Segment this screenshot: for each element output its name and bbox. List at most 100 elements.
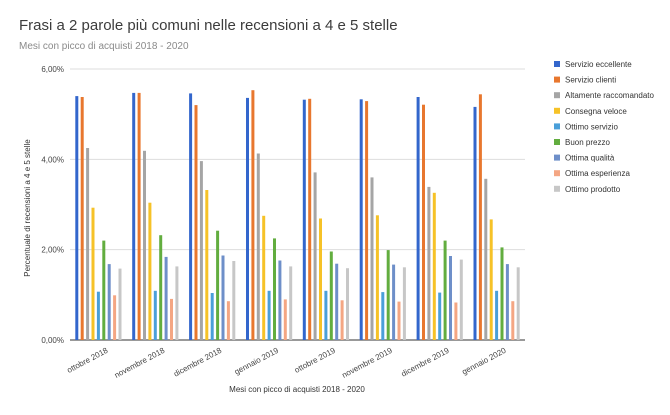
bar [505,264,509,340]
bar [86,148,90,340]
bar [137,92,141,341]
bar [159,235,163,340]
bar [381,292,385,340]
bar [427,186,431,340]
legend: Servizio eccellente Servizio clienti Altam… [554,60,654,194]
bar [194,105,198,340]
bar [495,290,499,340]
bar [402,267,406,340]
x-tick-label: ottobre 2018 [65,346,109,375]
bar [449,256,452,340]
bar [75,96,79,340]
bar [107,264,111,340]
legend-label: Ottima esperienza [565,169,630,178]
bar [262,215,266,340]
bar [484,178,488,340]
legend-label: Consegna veloce [565,107,627,116]
chart-title: Frasi a 2 parole più comuni nelle recens… [19,17,398,34]
bar [500,247,504,340]
x-tick-label: ottobre 2019 [293,346,337,375]
bar [221,255,225,340]
bar [443,240,447,340]
bar [511,301,515,340]
bar [340,300,344,340]
y-axis-ticks: 0,00% 2,00% 4,00% 6,00% [41,65,64,345]
bar [375,215,379,340]
bar [386,250,390,340]
bar [132,92,136,341]
legend-label: Altamente raccomandato [565,91,654,100]
bar [143,150,146,340]
bar [397,301,401,340]
bar [164,256,168,340]
bar [210,293,214,340]
bar [102,240,106,340]
bar [205,190,209,340]
legend-label: Ottimo prodotto [565,185,621,194]
y-axis-title: Percentuale di recensioni a 4 e 5 stelle [23,139,32,277]
bar [422,104,425,340]
bar [478,94,482,340]
x-axis-title: Mesi con picco di acquisti 2018 - 2020 [229,385,365,394]
y-tick-label: 0,00% [41,336,64,345]
bar [256,153,260,340]
bar [153,290,157,340]
bar [319,218,322,340]
bar [283,299,287,340]
legend-swatch [554,123,560,130]
bar [96,291,100,340]
legend-label: Buon prezzo [565,138,610,147]
bar [516,267,520,340]
bar [175,266,179,340]
legend-swatch [554,92,560,99]
bar [370,177,374,340]
bar [302,99,306,340]
bar [80,97,84,340]
bar [189,93,193,341]
bar [473,106,477,341]
bar [267,290,271,340]
bar [289,266,293,340]
x-tick-label: dicembre 2019 [400,346,451,379]
y-tick-label: 6,00% [41,65,64,74]
bar [392,264,396,340]
bar [118,268,122,340]
bar [313,172,317,340]
legend-swatch [554,185,560,192]
bar [438,292,442,340]
x-tick-label: dicembre 2018 [172,346,223,379]
bar [459,259,463,340]
bar [308,98,312,340]
x-tick-label: gennaio 2020 [460,346,508,377]
legend-swatch [554,107,560,114]
legend-label: Ottimo servizio [565,122,618,131]
bar [226,301,230,340]
bar [246,97,249,341]
y-tick-label: 2,00% [41,246,64,255]
bar [251,90,255,340]
bar [329,251,333,340]
legend-swatch [554,61,560,67]
bar [199,161,203,340]
bars [75,90,520,341]
x-axis-ticks: ottobre 2018 novembre 2018 dicembre 2018 ge… [65,346,508,380]
legend-swatch [554,76,560,83]
y-tick-label: 4,00% [41,155,64,164]
legend-label: Servizio clienti [565,76,616,85]
bar [346,268,349,340]
bar [359,99,363,340]
bar [278,260,282,340]
bar [454,302,458,340]
bar [216,230,220,340]
bar [148,202,152,340]
legend-label: Servizio eccellente [565,60,632,69]
bar [335,263,339,340]
legend-label: Ottima qualità [565,154,615,163]
legend-swatch [554,154,560,161]
bar [324,290,328,340]
chart-subtitle: Mesi con picco di acquisti 2018 - 2020 [19,41,189,52]
bar [170,298,173,340]
x-tick-label: novembre 2019 [340,346,394,380]
bar [232,261,236,340]
